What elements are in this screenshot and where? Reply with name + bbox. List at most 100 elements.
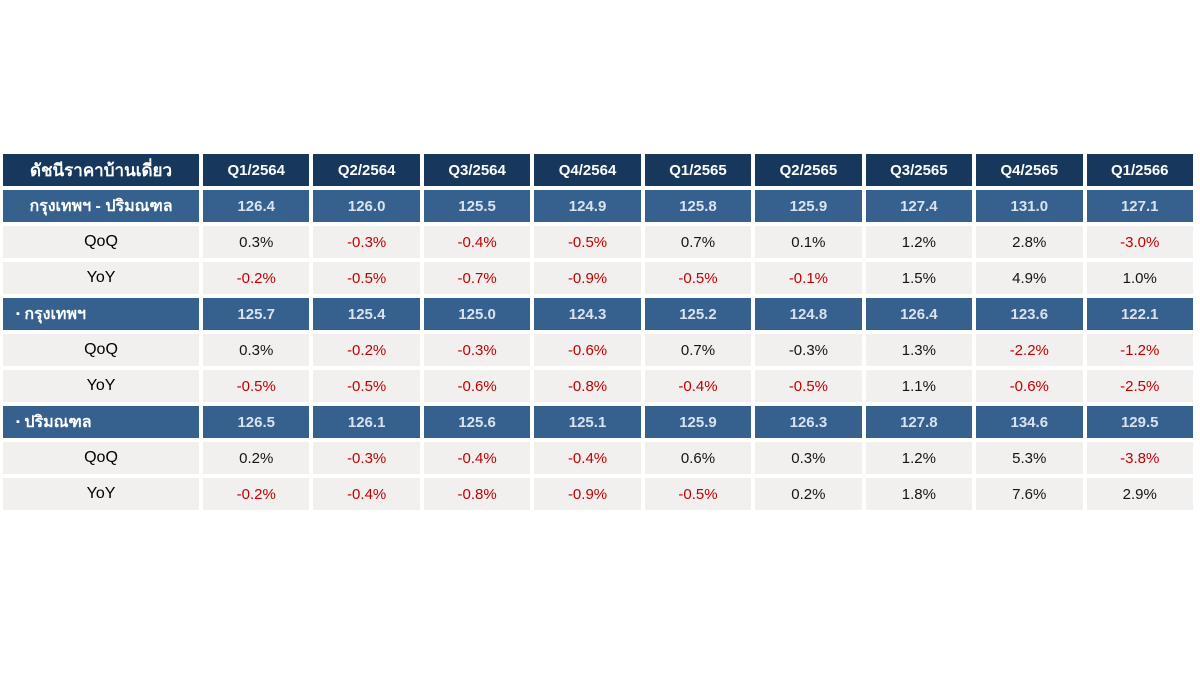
yoy-cell: -0.5% [644,262,756,298]
qoq-cell: -0.3% [313,226,424,262]
yoy-cell: -0.4% [644,370,756,406]
qoq-cell: -0.4% [423,442,535,478]
qoq-cell: -0.3% [423,334,535,370]
qoq-cell: -0.2% [313,334,424,370]
index-cell: 127.8 [865,406,977,442]
index-cell: 125.9 [644,406,756,442]
qoq-cell: 0.7% [644,334,756,370]
qoq-cell: 0.3% [755,442,866,478]
index-cell: 126.3 [755,406,866,442]
square-bullet-icon: ▪ [16,415,20,428]
group-row: กรุงเทพฯ - ปริมณฑล 126.4 126.0 125.5 124.9 12… [3,190,1197,226]
index-cell: 125.8 [644,190,756,226]
qoq-cell: 0.1% [755,226,866,262]
col-header-Q2-2565: Q2/2565 [755,154,866,190]
qoq-row: QoQ 0.2% -0.3% -0.4% -0.4% 0.6% 0.3% 1.2% 5.3% -3… [3,442,1197,478]
qoq-cell: -0.3% [755,334,866,370]
qoq-cell: 0.3% [203,334,314,370]
table-body: กรุงเทพฯ - ปริมณฑล 126.4 126.0 125.5 124.9 12… [3,190,1197,514]
yoy-cell: -0.9% [534,478,645,514]
yoy-label: YoY [3,370,203,406]
yoy-cell: -0.7% [423,262,535,298]
qoq-cell: -0.4% [423,226,535,262]
index-cell: 124.3 [534,298,645,334]
yoy-cell: -0.5% [755,370,866,406]
yoy-cell: -0.5% [203,370,314,406]
index-cell: 122.1 [1086,298,1197,334]
table-title: ดัชนีราคาบ้านเดี่ยว [3,154,203,190]
col-header-Q3-2565: Q3/2565 [865,154,977,190]
index-cell: 125.2 [644,298,756,334]
col-header-Q1-2566: Q1/2566 [1086,154,1197,190]
index-cell: 126.4 [203,190,314,226]
group-label: ▪ กรุงเทพฯ [3,298,203,334]
qoq-row: QoQ 0.3% -0.3% -0.4% -0.5% 0.7% 0.1% 1.2% 2.8% -3… [3,226,1197,262]
yoy-cell: 1.8% [865,478,977,514]
yoy-cell: -0.4% [313,478,424,514]
index-cell: 125.9 [755,190,866,226]
qoq-label: QoQ [3,442,203,478]
qoq-cell: 1.2% [865,226,977,262]
yoy-row: YoY -0.2% -0.4% -0.8% -0.9% -0.5% 0.2% 1.8% 7.6%… [3,478,1197,514]
col-header-Q2-2564: Q2/2564 [313,154,424,190]
index-cell: 126.5 [203,406,314,442]
qoq-cell: -3.8% [1086,442,1197,478]
index-cell: 123.6 [976,298,1087,334]
yoy-cell: 1.1% [865,370,977,406]
qoq-cell: -0.6% [534,334,645,370]
col-header-Q4-2564: Q4/2564 [534,154,645,190]
index-cell: 125.1 [534,406,645,442]
index-cell: 125.0 [423,298,535,334]
yoy-row: YoY -0.2% -0.5% -0.7% -0.9% -0.5% -0.1% 1.5% 4.9… [3,262,1197,298]
group-label-text: กรุงเทพฯ [24,305,86,323]
qoq-cell: -3.0% [1086,226,1197,262]
index-cell: 126.4 [865,298,977,334]
index-cell: 129.5 [1086,406,1197,442]
qoq-cell: 5.3% [976,442,1087,478]
yoy-cell: -2.5% [1086,370,1197,406]
qoq-cell: 0.6% [644,442,756,478]
yoy-cell: -0.5% [313,370,424,406]
index-cell: 126.1 [313,406,424,442]
yoy-cell: -0.6% [423,370,535,406]
index-cell: 125.7 [203,298,314,334]
qoq-label: QoQ [3,226,203,262]
yoy-cell: -0.2% [203,478,314,514]
yoy-cell: 1.0% [1086,262,1197,298]
qoq-cell: 0.2% [203,442,314,478]
yoy-cell: -0.1% [755,262,866,298]
index-cell: 124.8 [755,298,866,334]
qoq-cell: 1.3% [865,334,977,370]
yoy-cell: 7.6% [976,478,1087,514]
index-cell: 131.0 [976,190,1087,226]
qoq-cell: 0.7% [644,226,756,262]
col-header-Q3-2564: Q3/2564 [423,154,535,190]
group-row: ▪ กรุงเทพฯ 125.7 125.4 125.0 124.3 125.2 124.8… [3,298,1197,334]
group-label-text: กรุงเทพฯ - ปริมณฑล [29,197,173,215]
square-bullet-icon: ▪ [16,307,20,320]
index-cell: 124.9 [534,190,645,226]
yoy-cell: -0.6% [976,370,1087,406]
house-price-index-table: ดัชนีราคาบ้านเดี่ยว Q1/2564 Q2/2564 Q3/256… [3,154,1197,514]
yoy-cell: -0.5% [644,478,756,514]
index-cell: 126.0 [313,190,424,226]
yoy-cell: -0.5% [313,262,424,298]
yoy-cell: -0.8% [534,370,645,406]
group-label-text: ปริมณฑล [24,413,92,431]
yoy-label: YoY [3,478,203,514]
group-row: ▪ ปริมณฑล 126.5 126.1 125.6 125.1 125.9 126.3 1… [3,406,1197,442]
yoy-cell: 2.9% [1086,478,1197,514]
index-cell: 127.4 [865,190,977,226]
index-cell: 125.4 [313,298,424,334]
yoy-cell: -0.2% [203,262,314,298]
yoy-row: YoY -0.5% -0.5% -0.6% -0.8% -0.4% -0.5% 1.1% -0.… [3,370,1197,406]
qoq-row: QoQ 0.3% -0.2% -0.3% -0.6% 0.7% -0.3% 1.3% -2.2%… [3,334,1197,370]
index-cell: 134.6 [976,406,1087,442]
col-header-Q1-2565: Q1/2565 [644,154,756,190]
qoq-cell: -2.2% [976,334,1087,370]
index-cell: 125.6 [423,406,535,442]
index-cell: 125.5 [423,190,535,226]
qoq-cell: 0.3% [203,226,314,262]
qoq-cell: -0.3% [313,442,424,478]
group-label: ▪ ปริมณฑล [3,406,203,442]
